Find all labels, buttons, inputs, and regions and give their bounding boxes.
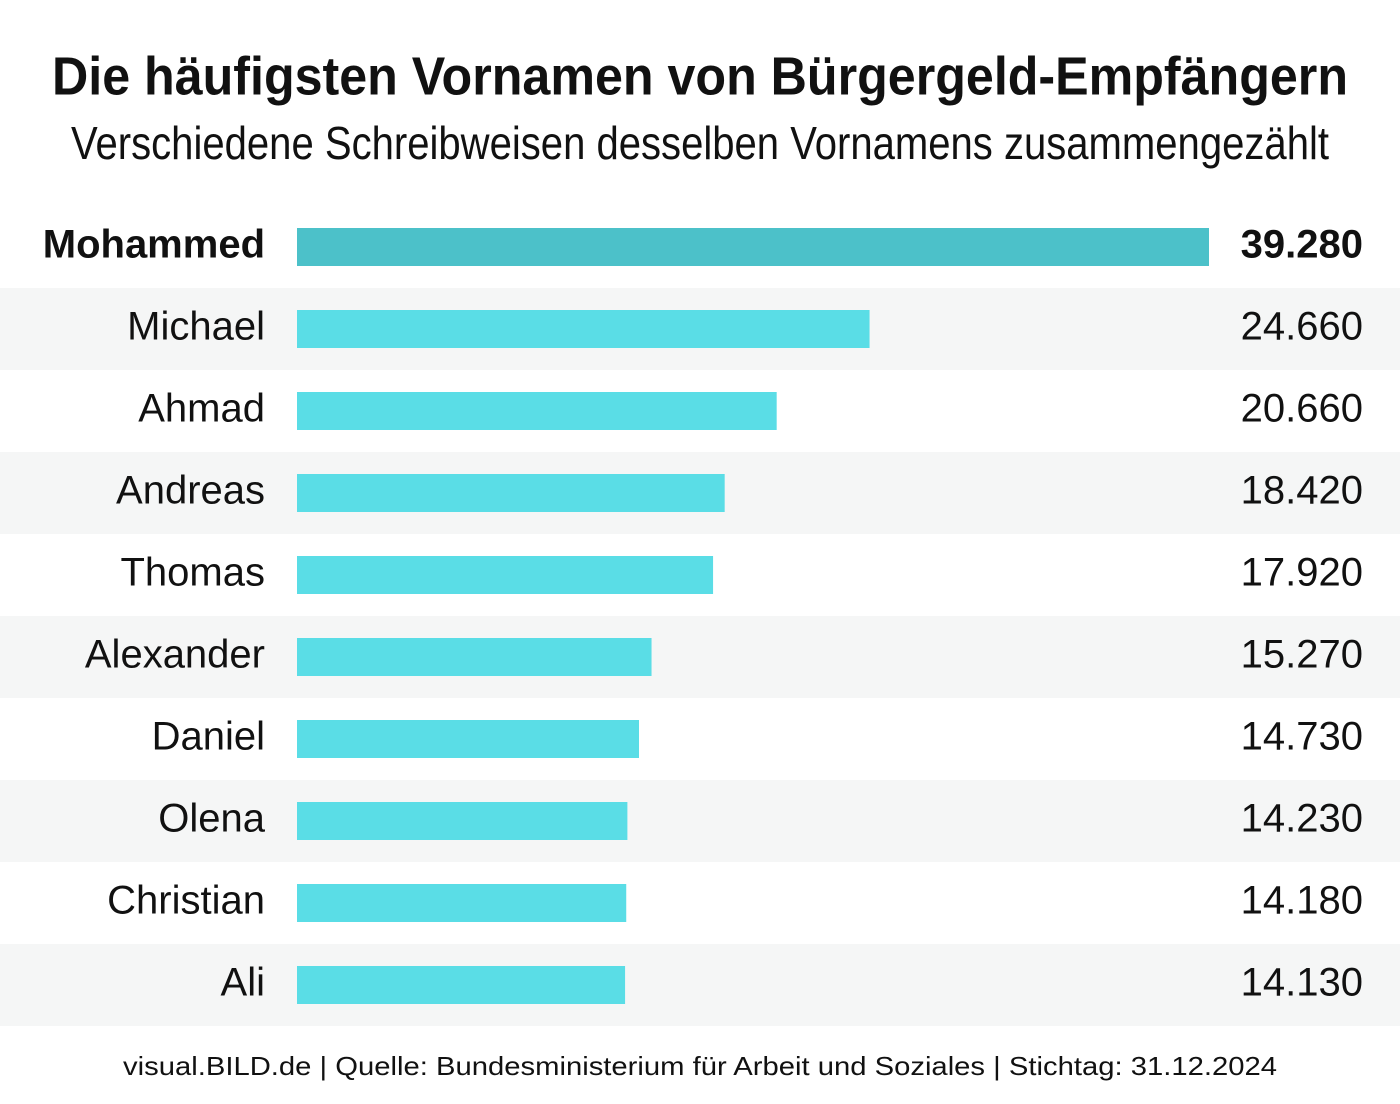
value-label: 20.660 bbox=[1241, 387, 1363, 431]
bar bbox=[297, 884, 627, 922]
bar bbox=[297, 556, 714, 594]
row-stripe bbox=[0, 944, 1400, 1026]
category-label: Andreas bbox=[116, 469, 265, 513]
value-label: 18.420 bbox=[1241, 469, 1363, 513]
category-label: Thomas bbox=[121, 551, 266, 595]
bar bbox=[297, 638, 652, 676]
chart-subtitle: Verschiedene Schreibweisen desselben Vor… bbox=[71, 117, 1329, 169]
value-label: 15.270 bbox=[1241, 633, 1363, 677]
category-label: Mohammed bbox=[43, 223, 265, 267]
category-label: Alexander bbox=[85, 633, 265, 677]
bar bbox=[297, 802, 628, 840]
category-label: Ahmad bbox=[138, 387, 265, 431]
category-label: Michael bbox=[127, 305, 265, 349]
value-label: 17.920 bbox=[1241, 551, 1363, 595]
bar bbox=[297, 474, 725, 512]
value-label: 14.180 bbox=[1241, 879, 1363, 923]
category-label: Christian bbox=[107, 879, 265, 923]
bar bbox=[297, 966, 626, 1004]
value-label: 39.280 bbox=[1241, 223, 1363, 267]
chart-title: Die häufigsten Vornamen von Bürgergeld-E… bbox=[52, 46, 1348, 106]
value-label: 14.130 bbox=[1241, 961, 1363, 1005]
row-stripe bbox=[0, 616, 1400, 698]
category-label: Daniel bbox=[152, 715, 265, 759]
category-label: Olena bbox=[158, 797, 265, 841]
value-label: 14.230 bbox=[1241, 797, 1363, 841]
row-stripe bbox=[0, 780, 1400, 862]
source: visual.BILD.de | Quelle: Bundesministeri… bbox=[123, 1051, 1277, 1081]
value-label: 14.730 bbox=[1241, 715, 1363, 759]
value-label: 24.660 bbox=[1241, 305, 1363, 349]
bar bbox=[297, 310, 870, 348]
bar bbox=[297, 392, 777, 430]
category-label: Ali bbox=[221, 961, 265, 1005]
bar bbox=[297, 720, 639, 758]
bar bbox=[297, 228, 1209, 266]
